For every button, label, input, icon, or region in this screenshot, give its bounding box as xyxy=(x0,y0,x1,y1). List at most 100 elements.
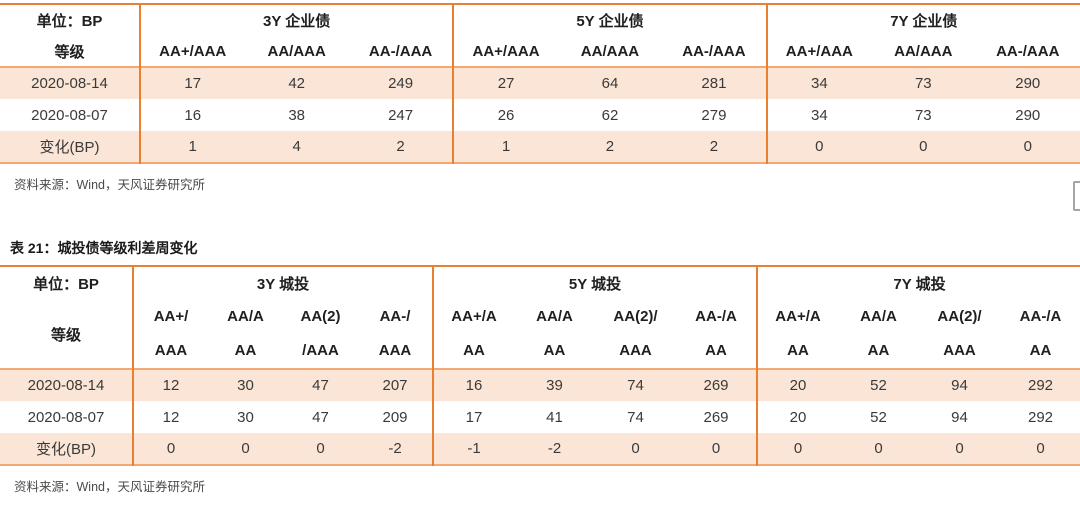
value-cell: 74 xyxy=(595,401,676,433)
change-cell: 0 xyxy=(871,131,975,163)
value-cell: 247 xyxy=(349,99,453,131)
subheader-line: AA/A xyxy=(838,300,919,334)
value-cell: 64 xyxy=(558,67,662,99)
subheader-line: AA(2) xyxy=(283,300,358,334)
change-cell: 0 xyxy=(976,131,1080,163)
value-cell: 42 xyxy=(244,67,348,99)
group-header-7y: 7Y 城投 xyxy=(757,266,1080,300)
subheader-cell: AA+/AAA xyxy=(140,36,244,67)
value-cell: 290 xyxy=(976,99,1080,131)
subheader-line: AA+/A xyxy=(434,300,514,334)
change-cell: -2 xyxy=(358,433,433,465)
value-cell: 34 xyxy=(767,67,871,99)
value-cell: 73 xyxy=(871,67,975,99)
corp-subheader-row: 等级 AA+/AAA AA/AAA AA-/AAA AA+/AAA AA/AAA… xyxy=(0,36,1080,67)
change-cell: 1 xyxy=(140,131,244,163)
change-cell: 0 xyxy=(838,433,919,465)
subheader-line: AA-/A xyxy=(676,300,756,334)
subheader-line: AA xyxy=(1000,334,1080,368)
subheader-cell: AA+/AAA xyxy=(767,36,871,67)
table-row: 2020-08-14 12 30 47 207 16 39 74 269 20 … xyxy=(0,369,1080,401)
subheader-line: AAA xyxy=(358,334,432,368)
change-cell: 2 xyxy=(349,131,453,163)
change-cell: 0 xyxy=(283,433,358,465)
change-cell: 0 xyxy=(757,433,838,465)
value-cell: 290 xyxy=(976,67,1080,99)
change-cell: 4 xyxy=(244,131,348,163)
subheader-line: /AAA xyxy=(283,334,358,368)
change-cell: 0 xyxy=(919,433,1000,465)
subheader-line: AA+/ xyxy=(134,300,208,334)
subheader-line: AA xyxy=(208,334,283,368)
subheader-line: AAA xyxy=(134,334,208,368)
value-cell: 30 xyxy=(208,401,283,433)
subheader-line: AA xyxy=(514,334,595,368)
subheader-line: AA xyxy=(434,334,514,368)
value-cell: 279 xyxy=(662,99,766,131)
subheader-line: AA xyxy=(676,334,756,368)
change-cell: 0 xyxy=(208,433,283,465)
value-cell: 17 xyxy=(140,67,244,99)
subheader-cell: AA-/AAA xyxy=(349,36,453,67)
value-cell: 20 xyxy=(757,401,838,433)
change-cell: 2 xyxy=(662,131,766,163)
subheader-line: AAA xyxy=(595,334,676,368)
group-header-7y: 7Y 企业债 xyxy=(767,4,1080,36)
subheader-line: AA xyxy=(758,334,838,368)
change-cell: 1 xyxy=(453,131,557,163)
value-cell: 27 xyxy=(453,67,557,99)
value-cell: 38 xyxy=(244,99,348,131)
subheader-cell: AA+/AAA xyxy=(133,300,208,369)
subheader-line: AA(2)/ xyxy=(595,300,676,334)
level-label: 等级 xyxy=(0,300,133,369)
subheader-cell: AA/AAA xyxy=(244,36,348,67)
subheader-cell: AA(2)/AAA xyxy=(595,300,676,369)
group-header-3y: 3Y 企业债 xyxy=(140,4,453,36)
subheader-cell: AA/AAA xyxy=(558,36,662,67)
level-label: 等级 xyxy=(0,36,140,67)
group-header-5y: 5Y 城投 xyxy=(433,266,757,300)
value-cell: 12 xyxy=(133,369,208,401)
table-row: 2020-08-07 12 30 47 209 17 41 74 269 20 … xyxy=(0,401,1080,433)
corp-group-header-row: 单位：BP 3Y 企业债 5Y 企业债 7Y 企业债 xyxy=(0,4,1080,36)
value-cell: 34 xyxy=(767,99,871,131)
subheader-cell: AA-/AAA xyxy=(976,36,1080,67)
table-row: 2020-08-07 16 38 247 26 62 279 34 73 290 xyxy=(0,99,1080,131)
value-cell: 52 xyxy=(838,369,919,401)
row-label: 2020-08-14 xyxy=(0,67,140,99)
row-label: 2020-08-07 xyxy=(0,99,140,131)
unit-label: 单位：BP xyxy=(0,4,140,36)
subheader-cell: AA/AAA xyxy=(871,36,975,67)
change-cell: 0 xyxy=(676,433,757,465)
subheader-line: AA-/ xyxy=(358,300,432,334)
value-cell: 20 xyxy=(757,369,838,401)
subheader-line: AA xyxy=(838,334,919,368)
row-label: 变化(BP) xyxy=(0,433,133,465)
change-cell: 0 xyxy=(1000,433,1080,465)
value-cell: 16 xyxy=(433,369,514,401)
subheader-cell: AA-/AAA xyxy=(662,36,766,67)
value-cell: 249 xyxy=(349,67,453,99)
subheader-cell: AA(2)/AAA xyxy=(919,300,1000,369)
value-cell: 94 xyxy=(919,369,1000,401)
value-cell: 281 xyxy=(662,67,766,99)
value-cell: 41 xyxy=(514,401,595,433)
value-cell: 30 xyxy=(208,369,283,401)
change-cell: 2 xyxy=(558,131,662,163)
value-cell: 207 xyxy=(358,369,433,401)
muni-group-header-row: 单位：BP 3Y 城投 5Y 城投 7Y 城投 xyxy=(0,266,1080,300)
value-cell: 26 xyxy=(453,99,557,131)
subheader-cell: AA(2)/AAA xyxy=(283,300,358,369)
value-cell: 47 xyxy=(283,401,358,433)
value-cell: 292 xyxy=(1000,369,1080,401)
change-cell: 0 xyxy=(595,433,676,465)
value-cell: 269 xyxy=(676,369,757,401)
value-cell: 12 xyxy=(133,401,208,433)
